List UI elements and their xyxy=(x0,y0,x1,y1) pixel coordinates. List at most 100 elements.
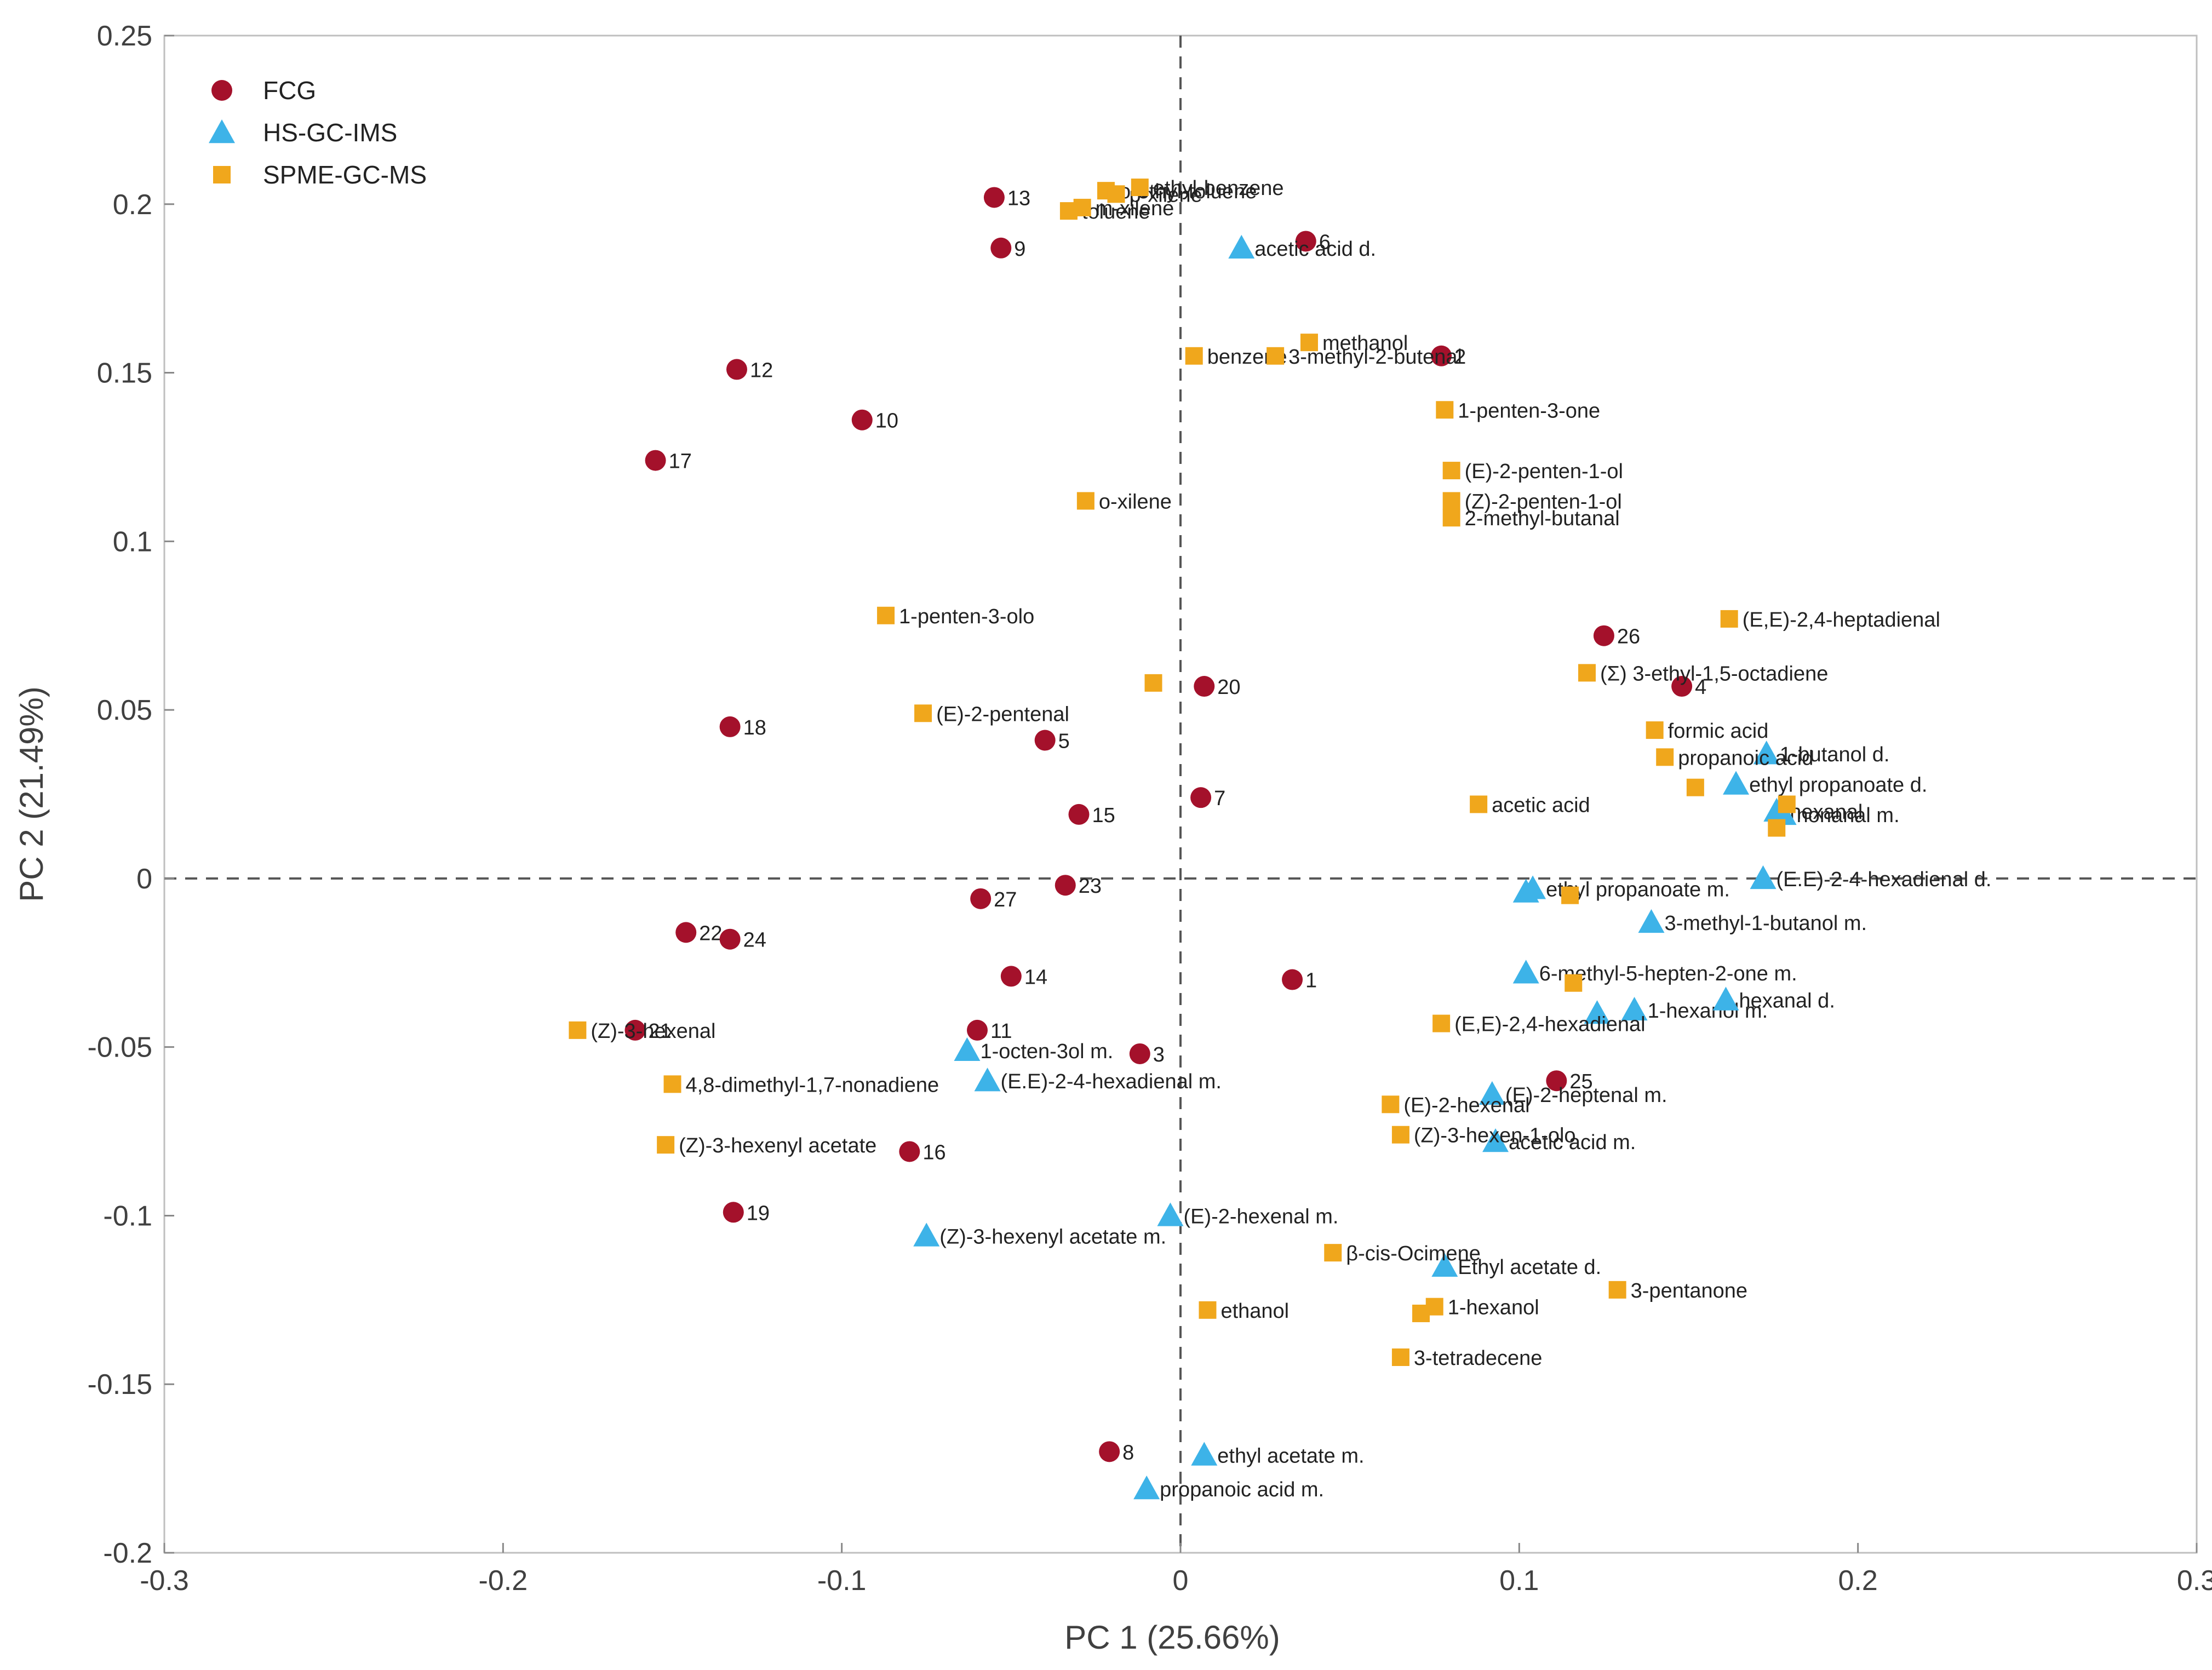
spme-gc-ms-point xyxy=(1267,347,1285,365)
spme-gc-ms-point xyxy=(877,606,895,624)
y-tick-label: -0.15 xyxy=(87,1369,152,1401)
spme-gc-ms-point-label: propanoic acid xyxy=(1678,747,1813,770)
fcg-point-label: 13 xyxy=(1007,187,1030,210)
y-axis-title: PC 2 (21.49%) xyxy=(13,686,50,902)
spme-gc-ms-point xyxy=(1131,179,1149,196)
spme-gc-ms-point-label: m-xilene xyxy=(1096,197,1174,220)
spme-gc-ms-point-label: ethyl-benzene xyxy=(1153,177,1284,200)
hs-gc-ims-point xyxy=(1482,1128,1509,1152)
spme-gc-ms-point xyxy=(1391,1348,1409,1366)
spme-gc-ms-point-label: ethanol xyxy=(1220,1300,1289,1323)
legend-marker xyxy=(211,80,232,101)
hs-gc-ims-point-label: ethyl acetate m. xyxy=(1217,1444,1364,1467)
hs-gc-ims-point-label: acetic acid d. xyxy=(1254,238,1376,261)
spme-gc-ms-point xyxy=(1686,778,1704,796)
hs-gc-ims-point xyxy=(1191,1442,1218,1466)
fcg-point-label: 9 xyxy=(1014,238,1025,261)
spme-gc-ms-point-label: (E,E)-2,4-hexadienal xyxy=(1454,1013,1646,1036)
fcg-point xyxy=(645,450,666,471)
fcg-point xyxy=(1068,804,1090,825)
fcg-point xyxy=(1190,787,1212,808)
spme-gc-ms-point-label: 4,8-dimethyl-1,7-nonadiene xyxy=(686,1074,939,1097)
spme-gc-ms-point xyxy=(1300,334,1318,352)
spme-gc-ms-point xyxy=(657,1136,675,1154)
spme-gc-ms-point xyxy=(1432,1014,1451,1032)
legend-label: HS-GC-IMS xyxy=(263,118,397,147)
spme-gc-ms-point-label: (Z)-2-penten-1-ol xyxy=(1465,490,1622,513)
spme-gc-ms-point-label: toluene xyxy=(1082,200,1150,223)
fcg-point-label: 12 xyxy=(750,359,773,382)
spme-gc-ms-point xyxy=(1646,721,1664,739)
fcg-point-label: 26 xyxy=(1617,625,1640,649)
spme-gc-ms-point-label: methanol xyxy=(1322,332,1408,355)
hs-gc-ims-point xyxy=(1133,1476,1160,1500)
fcg-point-label: 4 xyxy=(1695,676,1706,699)
hs-gc-ims-point-label: 3-methyl-1-butanol m. xyxy=(1664,912,1867,935)
hs-gc-ims-point xyxy=(974,1068,1001,1092)
hs-gc-ims-point-label: 1-hexanol m. xyxy=(1648,1000,1768,1023)
hs-gc-ims-point xyxy=(1621,996,1648,1021)
hs-gc-ims-point xyxy=(1723,771,1750,795)
spme-gc-ms-point xyxy=(1442,509,1460,527)
spme-gc-ms-point xyxy=(1561,886,1579,904)
spme-gc-ms-point-label: (E)-2-pentenal xyxy=(936,703,1069,726)
spme-gc-ms-point-label: 1-penten-3-olo xyxy=(899,605,1034,628)
spme-gc-ms-point xyxy=(1768,819,1786,837)
hs-gc-ims-point-label: 1-octen-3ol m. xyxy=(980,1040,1113,1063)
spme-gc-ms-point-label: 3-pentanone xyxy=(1631,1279,1747,1302)
spme-gc-ms-point xyxy=(1442,492,1460,510)
spme-gc-ms-point xyxy=(1391,1126,1409,1144)
fcg-point-label: 18 xyxy=(743,716,766,739)
fcg-point xyxy=(1282,969,1303,990)
hs-gc-ims-point-label: ethyl propanoate d. xyxy=(1749,774,1927,797)
fcg-point-label: 23 xyxy=(1079,875,1102,898)
spme-gc-ms-point xyxy=(1442,462,1460,480)
spme-gc-ms-point xyxy=(914,704,932,722)
spme-gc-ms-point-label: (Z)-3-hexenyl acetate xyxy=(679,1134,876,1157)
x-tick-label: -0.3 xyxy=(140,1565,189,1597)
x-tick-label: -0.1 xyxy=(817,1565,867,1597)
fcg-point xyxy=(1099,1441,1120,1462)
hs-gc-ims-point-label: (E.E)-2-4-hexadienal d. xyxy=(1777,868,1992,891)
hs-gc-ims-point xyxy=(1512,960,1539,984)
fcg-point xyxy=(1295,231,1316,252)
spme-gc-ms-point-label: (Σ) 3-ethyl-1,5-octadiene xyxy=(1600,662,1828,685)
fcg-point-label: 7 xyxy=(1214,787,1225,810)
legend-label: SPME-GC-MS xyxy=(263,160,427,189)
fcg-point xyxy=(723,1202,744,1223)
spme-gc-ms-point-label: β-cis-Ocimene xyxy=(1346,1242,1481,1265)
hs-gc-ims-point-label: acetic acid m. xyxy=(1509,1131,1636,1154)
fcg-point xyxy=(675,922,697,943)
fcg-point-label: 11 xyxy=(990,1020,1012,1043)
spme-gc-ms-point xyxy=(1076,492,1094,510)
fcg-point-label: 21 xyxy=(648,1020,671,1043)
spme-gc-ms-point-label: (Z)-3-hexenal xyxy=(591,1020,715,1043)
fcg-point xyxy=(1055,875,1076,896)
hs-gc-ims-point-label: (E)-2-hexenal m. xyxy=(1183,1205,1338,1228)
x-tick-label: -0.2 xyxy=(479,1565,528,1597)
hs-gc-ims-point-label: nonanal m. xyxy=(1797,804,1900,827)
fcg-point-label: 2 xyxy=(1454,346,1466,369)
spme-gc-ms-point xyxy=(1470,795,1488,813)
fcg-point-label: 10 xyxy=(875,410,898,433)
hs-gc-ims-point-label: (E.E)-2-4-hexadienal m. xyxy=(1001,1070,1222,1093)
x-axis-title: PC 1 (25.66%) xyxy=(1064,1619,1280,1656)
spme-gc-ms-point xyxy=(1107,185,1125,203)
fcg-point-label: 16 xyxy=(922,1141,945,1164)
fcg-point xyxy=(1000,966,1022,987)
fcg-point-label: 19 xyxy=(747,1202,770,1225)
fcg-point xyxy=(899,1141,920,1162)
hs-gc-ims-point xyxy=(1750,865,1777,889)
spme-gc-ms-point-label: (Z)-3-hexen-1-olo xyxy=(1414,1124,1576,1147)
hs-gc-ims-point-label: Ethyl acetate d. xyxy=(1458,1256,1601,1279)
spme-gc-ms-point xyxy=(1608,1281,1626,1299)
spme-gc-ms-point xyxy=(663,1075,681,1093)
x-tick-label: 0 xyxy=(1173,1565,1189,1597)
spme-gc-ms-point-label: 1-hexanol xyxy=(1448,1296,1539,1319)
hs-gc-ims-point xyxy=(1520,875,1546,899)
fcg-point-label: 3 xyxy=(1153,1043,1165,1066)
spme-gc-ms-point xyxy=(569,1021,587,1039)
fcg-point xyxy=(719,716,741,737)
hs-gc-ims-point-label: 1-butanol d. xyxy=(1780,743,1890,766)
